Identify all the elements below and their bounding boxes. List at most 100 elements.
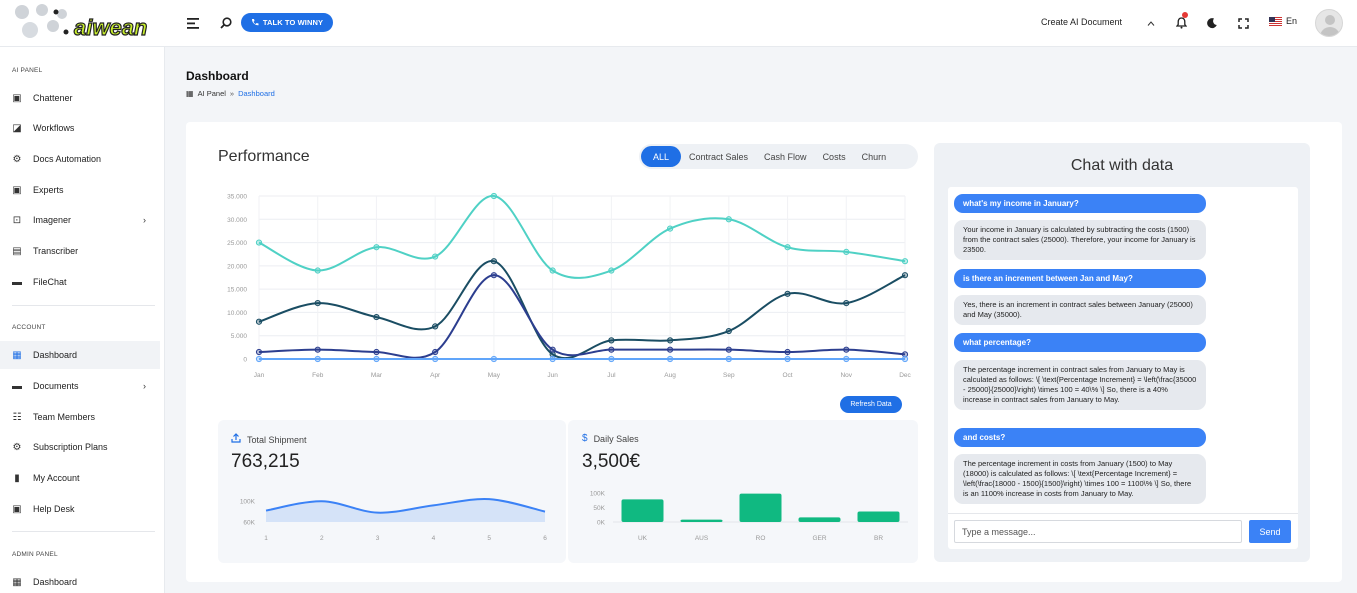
performance-tabs: ALL Contract Sales Cash Flow Costs Churn: [639, 144, 918, 169]
data-point: [432, 323, 439, 330]
chat-input-row: Send: [948, 513, 1298, 549]
sidebar-item-label: Team Members: [33, 412, 96, 422]
tab-churn[interactable]: Churn: [861, 151, 887, 162]
sidebar-item-team-members[interactable]: ☷ Team Members: [0, 403, 160, 431]
tab-all[interactable]: ALL: [641, 146, 682, 167]
y-tick-label: 100K: [240, 499, 256, 506]
chevron-up-icon[interactable]: [1142, 14, 1160, 32]
data-point: [843, 346, 850, 353]
chat-message-input[interactable]: [954, 520, 1242, 543]
chevron-right-icon: ›: [143, 215, 146, 225]
data-point: [666, 346, 674, 353]
y-tick-label: 30.000: [227, 217, 247, 224]
sidebar-item-label: Transcriber: [33, 246, 79, 256]
fullscreen-icon[interactable]: [1234, 14, 1252, 32]
data-point: [608, 337, 615, 344]
data-point: [373, 244, 380, 251]
x-tick-label: 2: [320, 535, 324, 542]
sidebar-item-documents[interactable]: ▬ Documents ›: [0, 372, 160, 400]
talk-to-winny-button[interactable]: TALK TO WINNY: [241, 13, 333, 32]
brand-logo[interactable]: aiwean: [8, 2, 158, 42]
sidebar-item-label: Dashboard: [33, 577, 78, 587]
breadcrumb-separator: »: [229, 89, 235, 98]
data-point: [490, 355, 498, 363]
sidebar-item-chattener[interactable]: ▣ Chattener: [0, 84, 160, 112]
send-button[interactable]: Send: [1249, 520, 1291, 543]
x-tick-label: 5: [487, 535, 491, 542]
data-point: [843, 355, 850, 363]
y-tick-label: 60K: [243, 520, 255, 527]
sidebar-item-workflows[interactable]: ◪ Workflows: [0, 114, 160, 142]
data-point: [666, 337, 674, 344]
chat-icon: ▣: [12, 184, 22, 196]
language-selector[interactable]: En: [1269, 16, 1297, 26]
x-tick-label: Apr: [430, 372, 441, 379]
sidebar-item-subscription-plans[interactable]: ⚙ Subscription Plans: [0, 433, 160, 461]
x-tick-label: AUS: [695, 535, 709, 542]
breadcrumb-current[interactable]: Dashboard: [238, 89, 275, 98]
data-point: [843, 300, 850, 307]
x-tick-label: RO: [756, 535, 766, 542]
data-point: [549, 351, 556, 358]
y-tick-label: 5.000: [231, 333, 248, 340]
language-label: En: [1286, 16, 1298, 26]
moon-icon[interactable]: [1203, 14, 1221, 32]
data-point: [373, 348, 380, 356]
bot-message: The percentage increment in contract sal…: [954, 360, 1206, 410]
tab-contract-sales[interactable]: Contract Sales: [689, 151, 749, 162]
data-point: [725, 216, 732, 223]
sidebar-item-filechat[interactable]: ▬ FileChat: [0, 268, 160, 296]
sidebar-item-admin-dashboard[interactable]: ▦ Dashboard: [0, 568, 160, 593]
gear-icon: ⚙: [12, 153, 22, 165]
sidebar-item-help-desk[interactable]: ▣ Help Desk: [0, 495, 160, 523]
sidebar-item-my-account[interactable]: ▮ My Account: [0, 464, 160, 492]
x-tick-label: Nov: [840, 372, 852, 379]
sidebar-item-dashboard[interactable]: ▦ Dashboard: [0, 341, 160, 369]
data-point: [843, 248, 850, 255]
user-message: is there an increment between Jan and Ma…: [954, 269, 1206, 288]
breadcrumb-root[interactable]: AI Panel: [197, 89, 226, 98]
data-point: [255, 239, 263, 246]
bot-message: The percentage increment in costs from J…: [954, 454, 1206, 504]
sidebar-item-imagener[interactable]: ⊡ Imagener ›: [0, 206, 160, 234]
x-tick-label: GER: [812, 535, 826, 542]
user-icon: ▮: [14, 472, 20, 484]
data-point: [255, 318, 263, 325]
talk-button-label: TALK TO WINNY: [262, 18, 324, 27]
sidebar-item-docs-automation[interactable]: ⚙ Docs Automation: [0, 145, 160, 173]
tab-cash-flow[interactable]: Cash Flow: [764, 151, 807, 162]
data-point: [608, 267, 615, 274]
data-point: [490, 272, 498, 279]
create-ai-document-link[interactable]: Create AI Document: [1041, 17, 1123, 27]
total-shipment-card: Total Shipment 763,215 60K 100K 1 2 3 4 5 6: [218, 420, 566, 563]
bell-icon[interactable]: [1172, 14, 1190, 32]
sidebar-item-label: Documents: [33, 381, 79, 391]
x-tick-label: Oct: [782, 372, 792, 379]
sidebar-item-transcriber[interactable]: ▤ Transcriber: [0, 237, 160, 265]
phone-icon: [251, 18, 259, 28]
sidebar-item-label: Chattener: [33, 93, 73, 103]
dollar-icon: $: [582, 433, 588, 444]
sidebar-divider: [12, 305, 155, 306]
y-tick-label: 50K: [593, 505, 605, 512]
sidebar-item-label: Experts: [33, 185, 64, 195]
data-point: [784, 290, 791, 297]
tab-costs[interactable]: Costs: [822, 151, 846, 162]
x-tick-label: BR: [874, 535, 883, 542]
data-point: [314, 300, 321, 307]
daily-sales-card: $ Daily Sales 3,500€ 0K 50K 100K UK AUS RO GER…: [568, 420, 918, 563]
sidebar-item-label: Workflows: [33, 123, 75, 133]
chat-box: what's my income in January? Your income…: [948, 187, 1298, 549]
data-point: [432, 253, 439, 260]
menu-icon[interactable]: [184, 14, 202, 32]
user-avatar[interactable]: [1315, 9, 1343, 37]
user-message: and costs?: [954, 428, 1206, 447]
data-point: [255, 348, 263, 356]
data-point: [314, 355, 321, 363]
search-icon[interactable]: [217, 14, 235, 32]
refresh-data-button[interactable]: Refresh Data: [840, 396, 902, 413]
data-point: [725, 346, 732, 353]
sidebar-item-experts[interactable]: ▣ Experts: [0, 176, 160, 204]
data-point: [432, 348, 439, 356]
shipment-value: 763,215: [231, 451, 300, 472]
